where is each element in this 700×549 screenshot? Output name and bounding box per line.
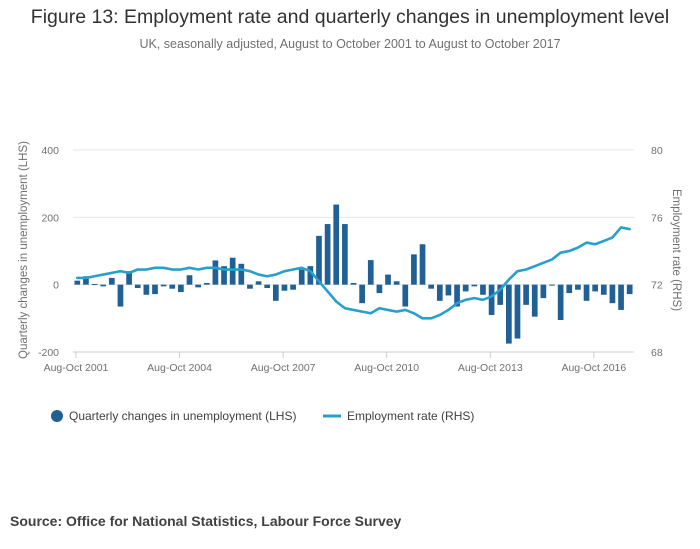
- bar: [600, 284, 607, 295]
- x-tick-label: Aug-Oct 2007: [251, 362, 316, 374]
- bar: [333, 204, 340, 285]
- bar: [583, 284, 590, 301]
- bar: [523, 284, 529, 305]
- bar: [402, 284, 409, 307]
- bar: [497, 284, 504, 305]
- bar: [324, 224, 331, 285]
- right-y-axis: 80 76 72 68: [651, 145, 663, 359]
- bar: [272, 284, 279, 301]
- legend-line-label: Employment rate (RHS): [347, 409, 474, 423]
- bar: [100, 284, 107, 287]
- bar: [376, 284, 383, 294]
- bar: [178, 284, 184, 293]
- bar: [540, 284, 547, 299]
- bar: [592, 284, 599, 292]
- bar: [488, 284, 495, 315]
- chart-subtitle: UK, seasonally adjusted, August to Octob…: [139, 37, 561, 51]
- bar: [350, 282, 357, 285]
- bar: [566, 284, 573, 294]
- bar: [462, 284, 469, 292]
- line-series: [76, 226, 631, 320]
- bar: [117, 284, 124, 307]
- bar: [480, 284, 486, 295]
- bar: [307, 266, 314, 285]
- bar: [108, 277, 115, 285]
- left-y-axis: 400 200 0 -200: [38, 145, 59, 359]
- bar: [229, 257, 236, 285]
- right-tick-label: 68: [651, 347, 663, 359]
- left-tick-label: 0: [53, 280, 59, 292]
- bar-series: [74, 204, 633, 344]
- bar: [212, 260, 219, 285]
- bar: [91, 283, 98, 285]
- bar: [618, 284, 624, 310]
- bar: [385, 274, 391, 285]
- employment-rate-line: [76, 226, 631, 320]
- bar: [609, 284, 616, 304]
- bar: [316, 235, 322, 285]
- bar: [549, 284, 555, 286]
- bar: [247, 284, 253, 289]
- legend: Quarterly changes in unemployment (LHS) …: [51, 409, 474, 423]
- right-axis-label: Employment rate (RHS): [670, 189, 682, 311]
- right-tick-label: 72: [651, 280, 663, 292]
- bar: [531, 284, 538, 317]
- bar: [169, 284, 176, 289]
- bar: [74, 280, 81, 285]
- x-tick-label: Aug-Oct 2001: [44, 362, 109, 374]
- bar: [367, 260, 374, 285]
- bar: [428, 284, 435, 289]
- chart-title: Figure 13: Employment rate and quarterly…: [30, 6, 670, 28]
- bar: [143, 284, 150, 295]
- bar: [454, 284, 460, 307]
- legend-bars-label: Quarterly changes in unemployment (LHS): [69, 409, 296, 423]
- bar: [393, 281, 400, 285]
- x-tick-label: Aug-Oct 2013: [458, 362, 523, 374]
- source-note: Source: Office for National Statistics, …: [10, 513, 402, 529]
- bar: [152, 284, 158, 295]
- legend-bars-marker: [51, 410, 63, 422]
- bar: [290, 284, 296, 290]
- bar: [298, 269, 305, 285]
- bar: [445, 284, 452, 296]
- left-axis-label: Quarterly changes in unemployment (LHS): [18, 141, 30, 359]
- bar: [514, 284, 521, 339]
- bar: [238, 263, 245, 285]
- right-tick-label: 80: [651, 145, 663, 157]
- bar: [411, 254, 417, 285]
- left-tick-label: -200: [38, 347, 59, 359]
- bar: [160, 284, 167, 287]
- bar: [134, 284, 141, 289]
- bar: [83, 276, 89, 285]
- bar: [264, 284, 271, 289]
- right-tick-label: 76: [651, 212, 663, 224]
- bar: [557, 284, 564, 321]
- bar: [195, 284, 201, 288]
- bar: [281, 284, 288, 291]
- bar: [626, 284, 633, 295]
- bar: [255, 281, 262, 285]
- gridlines: [73, 149, 634, 353]
- left-tick-label: 200: [41, 212, 59, 224]
- x-tick-label: Aug-Oct 2010: [354, 362, 419, 374]
- bar: [203, 282, 210, 285]
- bar: [186, 275, 193, 285]
- bar: [506, 284, 512, 344]
- bar: [436, 284, 443, 301]
- bar: [359, 284, 365, 304]
- x-tick-label: Aug-Oct 2016: [561, 362, 626, 374]
- x-axis: Aug-Oct 2001 Aug-Oct 2004 Aug-Oct 2007 Aug-…: [44, 351, 634, 374]
- x-tick-label: Aug-Oct 2004: [147, 362, 212, 374]
- bar: [575, 284, 581, 290]
- bar: [342, 224, 348, 285]
- bar: [221, 266, 227, 285]
- bar: [471, 284, 478, 287]
- bar: [419, 244, 426, 285]
- left-tick-label: 400: [41, 145, 59, 157]
- bar: [126, 271, 132, 285]
